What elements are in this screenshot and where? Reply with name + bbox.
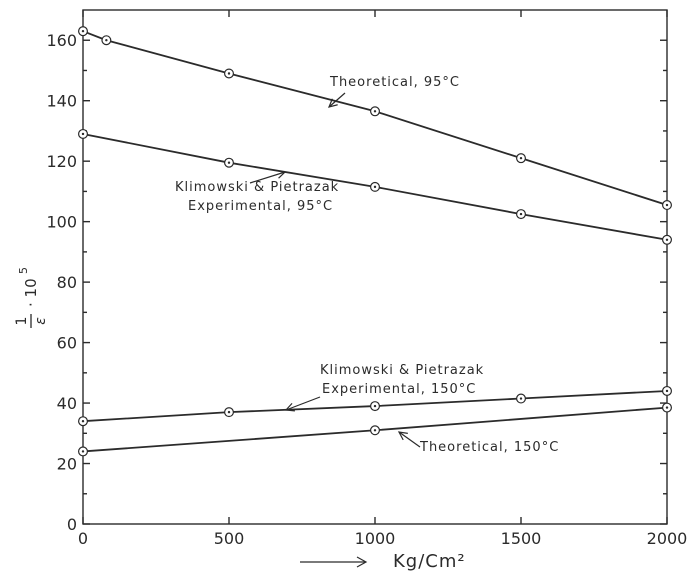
y-tick-label: 140 <box>46 92 77 111</box>
annotation-arrow <box>249 171 286 184</box>
annotation-arrow <box>328 92 346 108</box>
y-tick-label: 100 <box>46 213 77 232</box>
y-tick-label: 0 <box>67 515 77 534</box>
data-point-center <box>373 404 377 408</box>
x-tick-label: 1000 <box>355 529 396 548</box>
annotation-arrowhead <box>284 403 295 412</box>
y-tick-label: 160 <box>46 31 77 50</box>
y-label-denominator: ε <box>33 317 49 325</box>
y-label-exponent: 5 <box>17 267 30 274</box>
data-point-center <box>81 29 85 33</box>
y-tick-label: 20 <box>57 455 77 474</box>
data-point-center <box>665 406 669 409</box>
x-tick-label: 500 <box>214 529 245 548</box>
data-point-center <box>665 389 669 393</box>
data-point-center <box>81 450 85 453</box>
y-tick-label: 40 <box>57 394 77 413</box>
data-point-center <box>227 72 231 75</box>
data-point-center <box>373 110 377 113</box>
data-point-center <box>665 203 669 207</box>
data-point-center <box>227 161 231 164</box>
x-axis-label: Kg/Cm² <box>393 551 466 572</box>
series-annotation: Experimental, 150°C <box>322 382 476 397</box>
x-axis-label-arrow <box>300 556 368 568</box>
x-tick-label: 0 <box>78 529 88 548</box>
y-label-numerator: 1 <box>14 317 30 326</box>
annotation-arrow <box>398 431 421 448</box>
series-line-0 <box>82 30 668 206</box>
data-point-center <box>373 185 377 189</box>
data-point-center <box>81 420 85 423</box>
y-tick-label: 80 <box>57 273 77 292</box>
y-label-suffix: · 10 <box>22 278 40 307</box>
annotation-arrowhead <box>276 169 287 179</box>
annotation-arrow <box>285 396 321 411</box>
data-point-center <box>227 410 231 414</box>
series-layer <box>77 26 672 457</box>
annotation-arrowhead <box>327 98 338 108</box>
series-annotation: Klimowski & Pietrazak <box>320 363 484 378</box>
series-annotation: Klimowski & Pietrazak <box>175 180 339 195</box>
annotation-arrowhead <box>397 431 408 441</box>
data-point-center <box>81 132 85 136</box>
data-point-center <box>519 212 523 216</box>
y-tick-label: 120 <box>46 152 77 171</box>
axis-ticks: 0 20 40 60 80 100 120 140 160 0 500 1000 1500 2000 <box>46 10 687 548</box>
series-annotation: Theoretical, 150°C <box>419 440 559 455</box>
data-point-center <box>105 39 108 42</box>
data-point-center <box>665 238 669 241</box>
series-annotation: Experimental, 95°C <box>188 199 333 214</box>
x-tick-label: 1500 <box>501 529 542 548</box>
series-annotation: Theoretical, 95°C <box>329 75 460 90</box>
data-point-center <box>519 156 523 160</box>
y-axis-label: 1 ε · 10 5 <box>14 267 49 328</box>
data-point-center <box>373 429 377 432</box>
y-tick-label: 60 <box>57 334 77 353</box>
x-tick-label: 2000 <box>647 529 688 548</box>
annotation-layer: Theoretical, 95°C Klimowski & Pietrazak Ex… <box>175 75 559 455</box>
data-point-center <box>519 397 523 400</box>
